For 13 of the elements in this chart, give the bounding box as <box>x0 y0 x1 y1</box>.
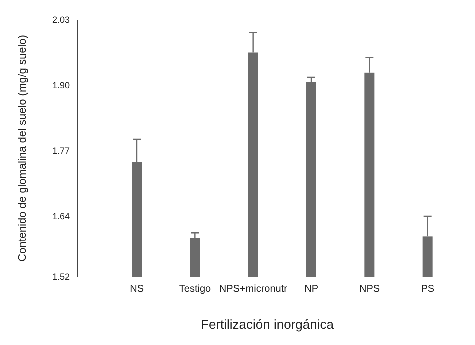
y-tick-label: 1.77 <box>52 146 70 156</box>
x-tick-label: Testigo <box>179 284 212 296</box>
x-tick-label: NS <box>130 284 144 296</box>
y-axis-title: Contenido de glomalina del suelo (mg/g suelo) <box>16 35 29 262</box>
x-tick-label: NPS <box>359 284 380 296</box>
x-tick-label: NPS+micronutr <box>219 284 288 296</box>
y-tick-label: 1.52 <box>52 272 70 282</box>
x-axis-title: Fertilización inorgánica <box>201 317 335 332</box>
y-tick-label: 1.64 <box>52 212 70 222</box>
y-tick-label: 1.90 <box>52 80 70 91</box>
x-tick-label: PS <box>421 284 435 296</box>
x-tick-label: NP <box>304 284 319 296</box>
y-tick-label: 2.03 <box>52 15 70 26</box>
